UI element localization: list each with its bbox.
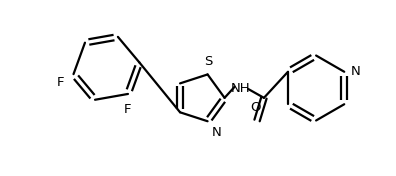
Text: S: S	[204, 55, 213, 68]
Text: N: N	[351, 65, 361, 78]
Text: F: F	[57, 76, 65, 89]
Text: F: F	[124, 103, 132, 116]
Text: N: N	[211, 126, 221, 139]
Text: NH: NH	[230, 81, 250, 95]
Text: O: O	[250, 101, 260, 114]
